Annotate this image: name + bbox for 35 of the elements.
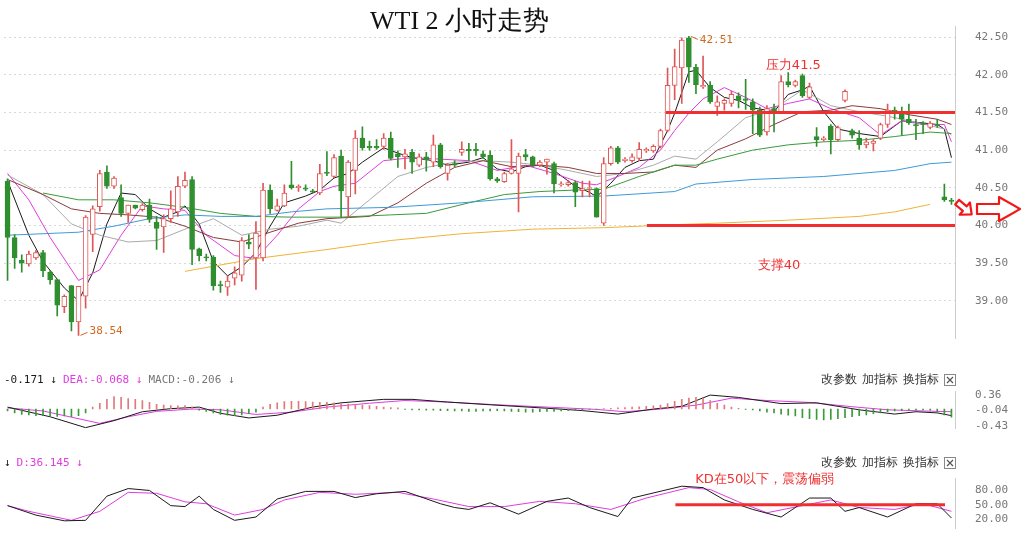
text: 加指标 [862,372,898,387]
text: 换指标 [903,372,939,387]
y-tick-label: 41.50 [975,105,1009,119]
text: D:36.145 ↓ [16,455,83,469]
annotation: 38.54 [89,324,124,338]
y-tick-label: 41.00 [975,142,1009,156]
y-tick-label: 20.00 [975,511,1009,525]
text: -0.171 ↓ [4,372,57,386]
y-tick-label: 40.50 [975,180,1009,194]
y-tick-label: 42.50 [975,30,1009,43]
y-tick-label: -0.04 [975,403,1009,417]
y-tick-label: 39.00 [975,293,1009,307]
y-tick-label: 0.36 [975,387,1002,401]
text: MACD:-0.206 ↓ [148,372,235,386]
candlestick [324,151,330,177]
annotation: 42.51 [699,33,733,47]
y-tick-label: -0.43 [975,418,1009,432]
ref-line-label: 压力41.5 [765,56,821,72]
text: 改参数 [821,372,857,387]
y-tick-label: 40.00 [975,218,1009,232]
text: 加指标 [862,455,898,470]
candlestick [246,234,252,250]
text: DEA:-0.068 ↓ [62,372,143,386]
ref-line-label: KD在50以下，震荡偏弱 [695,471,835,487]
text: 改参数 [821,455,857,470]
y-tick-label: 42.00 [975,67,1009,81]
text: ↓ [4,455,11,469]
y-tick-label: 80.00 [975,483,1009,497]
ref-line-label: 支撑40 [757,256,801,272]
candlestick [934,118,941,128]
y-tick-label: 50.00 [975,497,1009,511]
candlestick [160,214,167,253]
text: 换指标 [903,455,939,470]
chart-title: WTI 2 小时走势 [369,5,550,35]
y-tick-label: 39.50 [975,255,1009,269]
